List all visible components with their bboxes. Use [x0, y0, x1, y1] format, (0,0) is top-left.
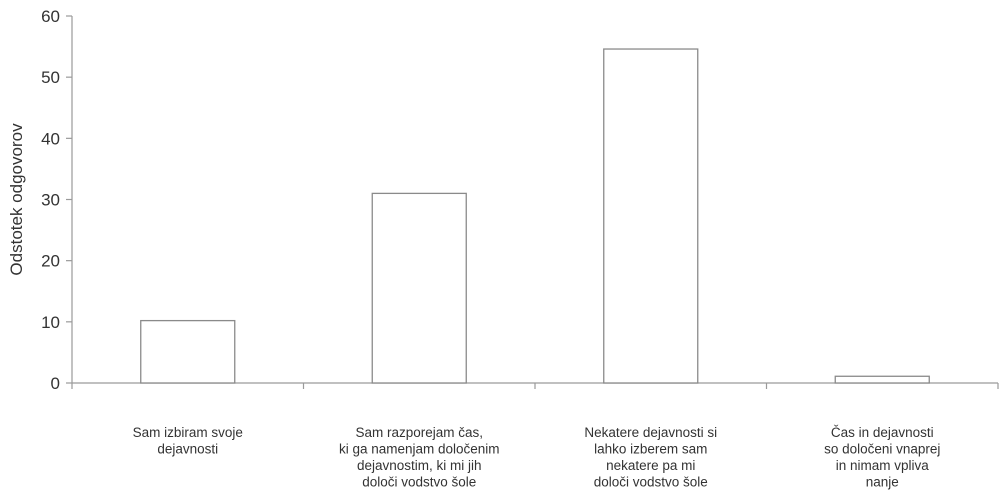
x-category-label-line: Nekatere dejavnosti si [584, 425, 717, 440]
x-category-label-line: Sam razporejam čas, [355, 425, 483, 440]
y-tick-label: 60 [41, 7, 60, 26]
bar [834, 375, 930, 384]
x-category-label-line: lahko izberem sam [594, 442, 707, 457]
x-category-label: Sam razporejam čas, ki ga namenjam določe… [339, 425, 500, 490]
y-tick-label: 50 [41, 68, 60, 87]
x-category-label-line: dejavnostim, ki mi jih [357, 458, 482, 473]
x-category-label-line: določi vodstvo šole [362, 475, 476, 490]
x-category-label-line: ki ga namenjam določenim [339, 442, 500, 457]
y-tick-label: 20 [41, 252, 60, 271]
x-category-label-line: Sam izbiram svoje [133, 425, 243, 440]
x-category-label: Nekatere dejavnosti si lahko izberem sam n… [584, 425, 717, 490]
y-tick-label: 10 [41, 313, 60, 332]
x-category-label-line: so določeni vnaprej [824, 442, 940, 457]
bar [140, 319, 236, 384]
x-category-label-line: določi vodstvo šole [594, 475, 708, 490]
bar [371, 192, 467, 384]
y-axis-title: Odstotek odgovorov [7, 123, 26, 276]
y-tick-label: 30 [41, 191, 60, 210]
x-category-label-line: nanje [866, 475, 899, 490]
x-category-label-line: nekatere pa mi [606, 458, 695, 473]
y-tick-label: 0 [51, 374, 60, 393]
x-category-label-line: dejavnosti [157, 442, 218, 457]
x-category-label-line: in nimam vpliva [836, 458, 930, 473]
x-category-label-line: Čas in dejavnosti [831, 425, 934, 440]
x-category-label: Čas in dejavnosti so določeni vnaprej in n… [824, 425, 940, 490]
y-tick-label: 40 [41, 129, 60, 148]
bar [603, 48, 699, 384]
x-category-label: Sam izbiram svoje dejavnosti [133, 425, 243, 457]
